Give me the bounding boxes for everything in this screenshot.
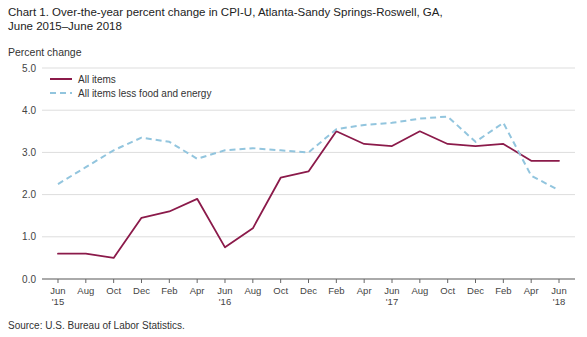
x-tick	[447, 279, 448, 283]
text-line: '18	[553, 296, 565, 307]
x-tick	[57, 279, 58, 283]
text-line: June 2015–June 2018	[8, 20, 122, 32]
x-tick	[169, 279, 170, 283]
text-line: Jun	[384, 285, 399, 296]
x-tick-label: Feb	[328, 285, 344, 296]
x-tick-label: Jun'16	[217, 285, 232, 307]
line-series	[58, 117, 559, 191]
x-tick-label: Apr	[524, 285, 539, 296]
y-tick-label: 3.0	[22, 147, 36, 158]
x-tick-label: Jun'17	[384, 285, 399, 307]
text-line: Dec	[300, 285, 317, 296]
x-tick	[364, 279, 365, 283]
y-tick-label: 5.0	[22, 63, 36, 74]
text-line: Aug	[411, 285, 428, 296]
text-line: Apr	[357, 285, 372, 296]
text-line: Aug	[244, 285, 261, 296]
x-tick	[392, 279, 393, 283]
x-tick	[475, 279, 476, 283]
x-tick-label: Feb	[495, 285, 511, 296]
text-line: '17	[386, 296, 398, 307]
grid-line	[42, 194, 575, 195]
x-tick-label: Jun'15	[50, 285, 65, 307]
grid-line	[42, 152, 575, 153]
text-line: Oct	[106, 285, 121, 296]
background	[0, 0, 587, 337]
grid-line	[42, 236, 575, 237]
x-tick-label: Aug	[411, 285, 428, 296]
x-tick	[308, 279, 309, 283]
text-line: '16	[219, 296, 231, 307]
text-line: Feb	[495, 285, 511, 296]
grid-line	[42, 110, 575, 111]
x-tick	[224, 279, 225, 283]
source: Source: U.S. Bureau of Labor Statistics.	[8, 320, 185, 331]
text-line: Jun	[551, 285, 566, 296]
x-tick	[419, 279, 420, 283]
x-tick	[280, 279, 281, 283]
legend-swatch	[50, 78, 72, 80]
text-line: Oct	[440, 285, 455, 296]
x-tick	[559, 279, 560, 283]
text-line: Chart 1. Over-the-year percent change in…	[8, 6, 443, 18]
text-line: Apr	[190, 285, 205, 296]
x-tick-label: Aug	[244, 285, 261, 296]
x-tick	[336, 279, 337, 283]
x-tick-label: Oct	[106, 285, 121, 296]
text-line: Jun	[217, 285, 232, 296]
x-tick-label: Oct	[273, 285, 288, 296]
line-series	[58, 131, 559, 258]
x-tick	[141, 279, 142, 283]
x-tick	[252, 279, 253, 283]
grid-line	[42, 68, 575, 69]
legend: All items All items less food and energy	[50, 74, 211, 99]
y-tick-label: 2.0	[22, 189, 36, 200]
text-line: Feb	[161, 285, 177, 296]
y-tick-label: 1.0	[22, 231, 36, 242]
text-line: Feb	[328, 285, 344, 296]
x-tick-label: Dec	[467, 285, 484, 296]
x-tick	[113, 279, 114, 283]
legend-label: All items	[78, 74, 116, 85]
x-tick-label: Dec	[133, 285, 150, 296]
x-tick-label: Aug	[77, 285, 94, 296]
x-tick-label: Feb	[161, 285, 177, 296]
text-line: Jun	[50, 285, 65, 296]
y-tick-label: 4.0	[22, 105, 36, 116]
plot-area	[58, 117, 559, 258]
x-tick	[85, 279, 86, 283]
x-tick-label: Dec	[300, 285, 317, 296]
text-line: Aug	[77, 285, 94, 296]
text-line: Dec	[133, 285, 150, 296]
x-tick-label: Jun'18	[551, 285, 566, 307]
x-tick	[197, 279, 198, 283]
chart: Chart 1. Over-the-year percent change in…	[0, 0, 587, 337]
legend-swatch	[50, 92, 72, 94]
text-line: '15	[52, 296, 64, 307]
y-tick-label: 0.0	[22, 274, 36, 285]
legend-label: All items less food and energy	[78, 88, 211, 99]
x-tick-label: Oct	[440, 285, 455, 296]
text-line: Dec	[467, 285, 484, 296]
x-tick	[531, 279, 532, 283]
text-line: Apr	[524, 285, 539, 296]
y-axis-label: Percent change	[8, 46, 82, 58]
text-line: Oct	[273, 285, 288, 296]
x-tick-label: Apr	[190, 285, 205, 296]
x-tick	[503, 279, 504, 283]
title: Chart 1. Over-the-year percent change in…	[8, 6, 443, 32]
x-tick-label: Apr	[357, 285, 372, 296]
